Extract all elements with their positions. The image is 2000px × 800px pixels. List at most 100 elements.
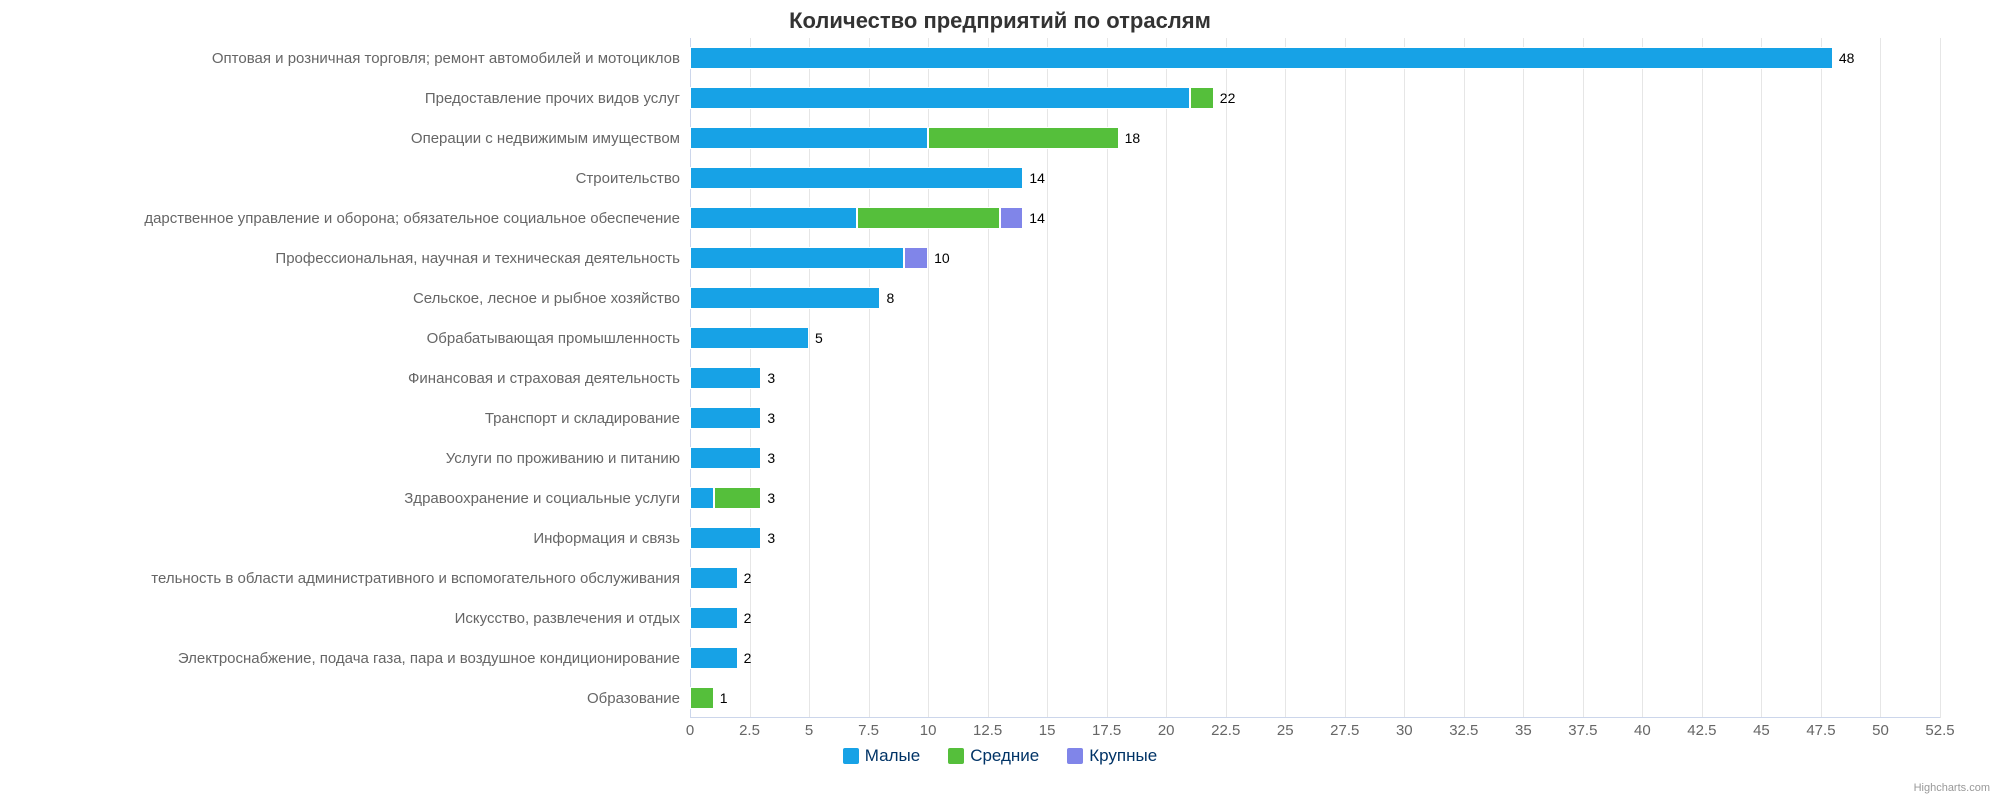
bar-stack: 22 [690,87,1235,109]
category-label: Транспорт и складирование [485,410,690,427]
bar-total-label: 3 [761,490,775,506]
bar-segment[interactable] [1190,87,1214,109]
bar-segment[interactable] [904,247,928,269]
legend-swatch [843,748,859,764]
legend-item[interactable]: Малые [843,746,920,766]
bar-segment[interactable] [690,647,738,669]
category-label: Услуги по проживанию и питанию [446,450,690,467]
bar-segment[interactable] [1000,207,1024,229]
bar-row: Информация и связь3 [690,524,1940,552]
bar-stack: 2 [690,647,751,669]
bar-row: Электроснабжение, подача газа, пара и во… [690,644,1940,672]
category-label: Финансовая и страховая деятельность [408,370,690,387]
x-tick-label: 35 [1515,722,1532,739]
bar-segment[interactable] [857,207,1000,229]
category-label: Строительство [576,170,690,187]
bar-row: тельность в области административного и … [690,564,1940,592]
bar-segment[interactable] [928,127,1118,149]
x-axis-ticks: 02.557.51012.51517.52022.52527.53032.535… [690,718,1940,742]
bar-segment[interactable] [690,247,904,269]
category-label: Образование [587,690,690,707]
bar-total-label: 48 [1833,50,1855,66]
x-tick-label: 30 [1396,722,1413,739]
bar-segment[interactable] [690,687,714,709]
bar-segment[interactable] [690,487,714,509]
x-tick-label: 0 [686,722,694,739]
category-label: Обрабатывающая промышленность [427,330,690,347]
bar-total-label: 14 [1023,170,1045,186]
bar-total-label: 3 [761,530,775,546]
bar-row: дарственное управление и оборона; обязат… [690,204,1940,232]
category-label: Информация и связь [533,530,690,547]
bar-row: Искусство, развлечения и отдых2 [690,604,1940,632]
x-tick-label: 2.5 [739,722,760,739]
bar-total-label: 18 [1119,130,1141,146]
x-tick-label: 10 [920,722,937,739]
bar-segment[interactable] [690,167,1023,189]
bar-row: Профессиональная, научная и техническая … [690,244,1940,272]
gridline [1940,38,1941,718]
category-label: Искусство, развлечения и отдых [455,610,690,627]
category-label: Сельское, лесное и рыбное хозяйство [413,290,690,307]
bar-stack: 3 [690,407,775,429]
category-label: Здравоохранение и социальные услуги [404,490,690,507]
x-tick-label: 5 [805,722,813,739]
bar-row: Обрабатывающая промышленность5 [690,324,1940,352]
bar-stack: 14 [690,167,1045,189]
bar-stack: 8 [690,287,894,309]
bar-segment[interactable] [690,407,761,429]
bar-segment[interactable] [690,87,1190,109]
legend-label: Крупные [1089,746,1157,766]
bar-stack: 14 [690,207,1045,229]
bar-total-label: 22 [1214,90,1236,106]
bar-row: Предоставление прочих видов услуг22 [690,84,1940,112]
plot-area: Оптовая и розничная торговля; ремонт авт… [690,38,1940,718]
category-label: Оптовая и розничная торговля; ремонт авт… [212,50,690,67]
bar-stack: 1 [690,687,728,709]
legend-swatch [1067,748,1083,764]
category-label: Электроснабжение, подача газа, пара и во… [178,650,690,667]
x-tick-label: 37.5 [1568,722,1597,739]
bar-segment[interactable] [690,47,1833,69]
bar-total-label: 3 [761,370,775,386]
bar-stack: 3 [690,527,775,549]
x-tick-label: 7.5 [858,722,879,739]
legend-label: Средние [970,746,1039,766]
bar-total-label: 3 [761,450,775,466]
x-tick-label: 45 [1753,722,1770,739]
x-tick-label: 52.5 [1925,722,1954,739]
bar-total-label: 2 [738,570,752,586]
bar-segment[interactable] [690,607,738,629]
bar-segment[interactable] [690,527,761,549]
legend-swatch [948,748,964,764]
legend-label: Малые [865,746,920,766]
bar-stack: 10 [690,247,950,269]
bar-segment[interactable] [690,367,761,389]
x-tick-label: 20 [1158,722,1175,739]
bar-row: Транспорт и складирование3 [690,404,1940,432]
bar-total-label: 2 [738,610,752,626]
x-tick-label: 40 [1634,722,1651,739]
category-label: тельность в области административного и … [151,570,690,587]
bar-total-label: 14 [1023,210,1045,226]
legend-item[interactable]: Крупные [1067,746,1157,766]
bar-segment[interactable] [690,207,857,229]
bar-segment[interactable] [690,567,738,589]
bar-segment[interactable] [690,287,880,309]
x-tick-label: 47.5 [1806,722,1835,739]
bar-segment[interactable] [690,447,761,469]
x-tick-label: 25 [1277,722,1294,739]
bar-row: Услуги по проживанию и питанию3 [690,444,1940,472]
credit-link[interactable]: Highcharts.com [1914,782,1990,794]
bar-segment[interactable] [690,127,928,149]
bar-segment[interactable] [714,487,762,509]
bar-stack: 5 [690,327,823,349]
x-tick-label: 17.5 [1092,722,1121,739]
bar-stack: 48 [690,47,1854,69]
x-tick-label: 27.5 [1330,722,1359,739]
x-tick-label: 32.5 [1449,722,1478,739]
category-label: Операции с недвижимым имуществом [411,130,690,147]
bar-stack: 3 [690,487,775,509]
legend-item[interactable]: Средние [948,746,1039,766]
bar-segment[interactable] [690,327,809,349]
